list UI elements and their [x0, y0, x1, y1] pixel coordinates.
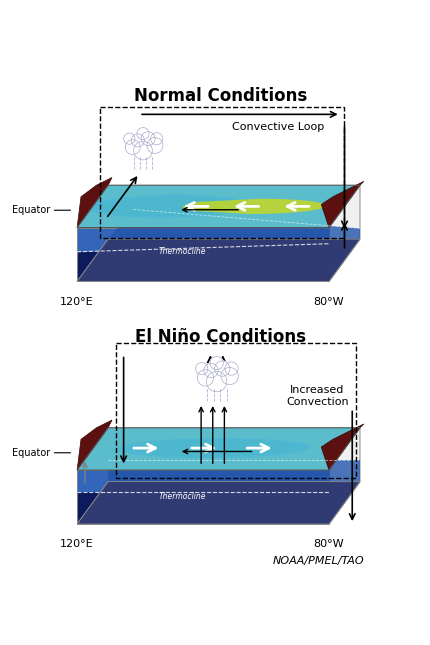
Polygon shape	[77, 185, 359, 228]
Text: 120°E: 120°E	[60, 297, 94, 307]
Circle shape	[150, 133, 163, 144]
Polygon shape	[77, 482, 359, 524]
Text: Thermocline: Thermocline	[158, 492, 206, 501]
Polygon shape	[328, 185, 359, 281]
Polygon shape	[77, 177, 112, 228]
Text: NOAA/PMEL/TAO: NOAA/PMEL/TAO	[272, 557, 363, 566]
Polygon shape	[77, 470, 328, 491]
Bar	[116, 343, 355, 478]
Text: Increased
Convection: Increased Convection	[286, 386, 348, 407]
Polygon shape	[194, 446, 233, 450]
Polygon shape	[77, 428, 359, 470]
Polygon shape	[151, 204, 184, 209]
Polygon shape	[320, 181, 363, 228]
Polygon shape	[117, 438, 310, 458]
Text: Convective Loop: Convective Loop	[232, 122, 324, 132]
Polygon shape	[164, 443, 264, 453]
Polygon shape	[183, 199, 325, 214]
Polygon shape	[320, 424, 363, 470]
Circle shape	[221, 368, 238, 384]
Polygon shape	[77, 420, 112, 470]
Polygon shape	[328, 428, 359, 524]
Polygon shape	[139, 203, 197, 210]
Bar	[100, 106, 344, 237]
Polygon shape	[77, 239, 359, 281]
Polygon shape	[77, 228, 328, 252]
Text: El Niño Conditions: El Niño Conditions	[135, 328, 305, 346]
Text: 80°W: 80°W	[313, 539, 344, 550]
Polygon shape	[132, 439, 295, 457]
Polygon shape	[148, 441, 279, 455]
Polygon shape	[126, 201, 210, 212]
Polygon shape	[112, 199, 224, 214]
Polygon shape	[180, 444, 248, 452]
Circle shape	[206, 372, 226, 392]
Text: Equator: Equator	[12, 448, 50, 458]
Circle shape	[214, 361, 229, 376]
Polygon shape	[108, 460, 359, 482]
Circle shape	[123, 133, 135, 144]
Text: 120°E: 120°E	[60, 539, 94, 550]
Circle shape	[195, 362, 207, 375]
Circle shape	[197, 370, 213, 386]
Circle shape	[137, 128, 149, 140]
Circle shape	[125, 140, 140, 155]
Circle shape	[203, 363, 218, 377]
Polygon shape	[77, 239, 359, 281]
Circle shape	[209, 357, 223, 370]
Circle shape	[141, 132, 155, 146]
Polygon shape	[99, 197, 237, 216]
Circle shape	[147, 137, 163, 154]
Circle shape	[133, 141, 152, 160]
Polygon shape	[77, 244, 328, 281]
Text: Normal Conditions: Normal Conditions	[134, 86, 307, 104]
Text: 80°W: 80°W	[313, 297, 344, 307]
Polygon shape	[77, 482, 359, 524]
Circle shape	[224, 362, 238, 375]
Text: Equator: Equator	[12, 205, 50, 215]
Text: Thermocline: Thermocline	[158, 247, 206, 256]
Polygon shape	[108, 210, 359, 239]
Polygon shape	[77, 491, 328, 524]
Polygon shape	[90, 195, 249, 218]
Circle shape	[131, 134, 144, 147]
